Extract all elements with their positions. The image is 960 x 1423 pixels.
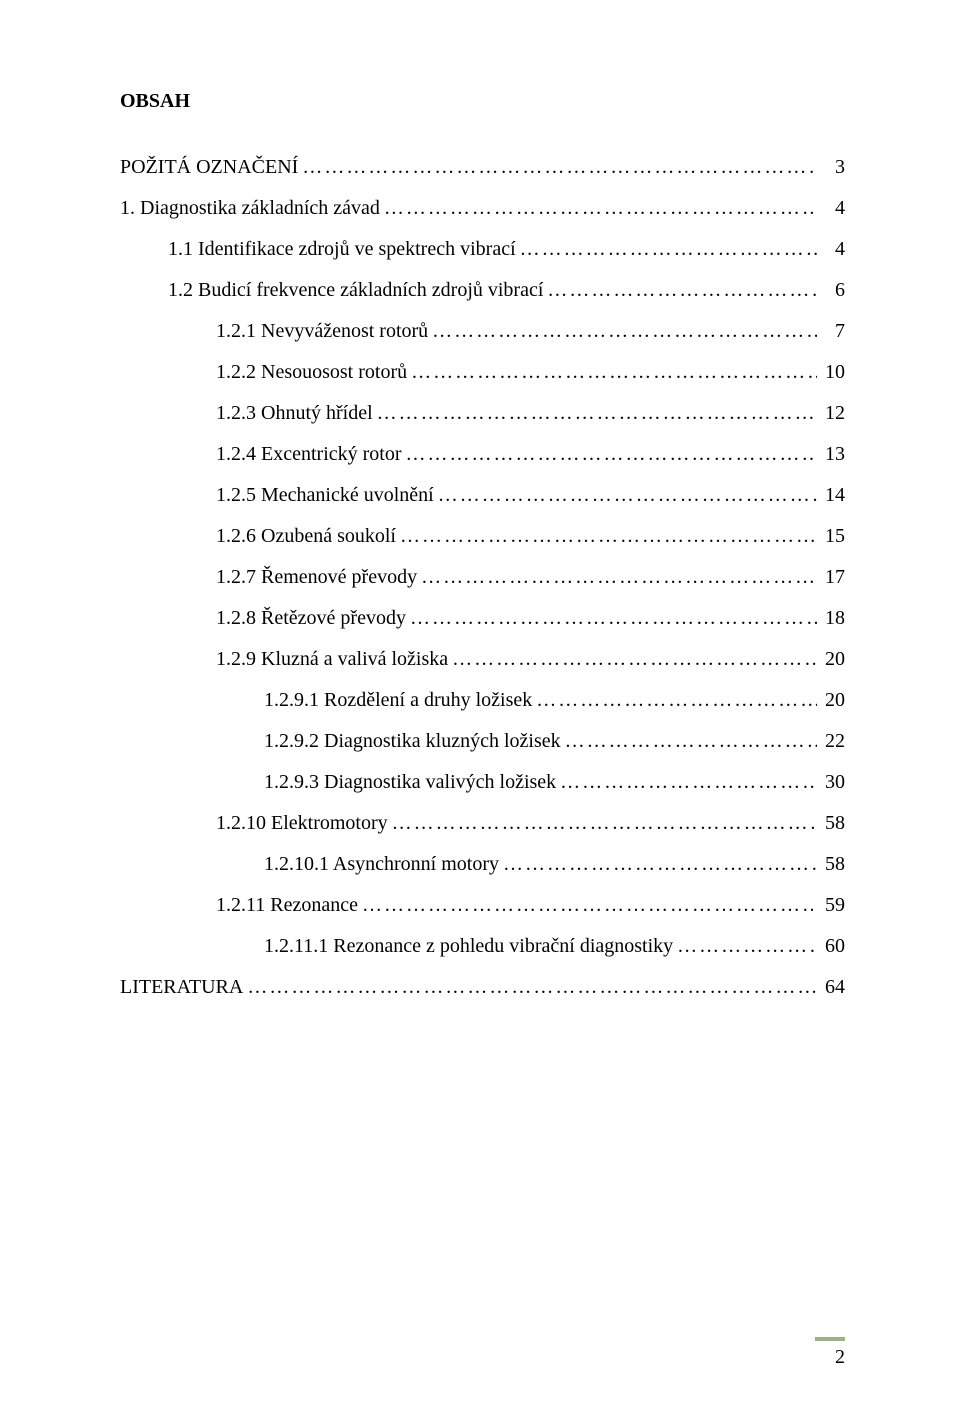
toc-page: 4: [817, 239, 845, 259]
toc-row: 1.2.4 Excentrický rotor………………………………………………: [120, 444, 845, 464]
toc-leader: ……………………………………………………………………………………………………………: [402, 444, 818, 464]
toc-leader: ……………………………………………………………………………………………………………: [561, 731, 817, 751]
toc-leader: ……………………………………………………………………………………………………………: [428, 321, 817, 341]
toc-page: 18: [817, 608, 845, 628]
toc-row: 1.2.5 Mechanické uvolnění…………………………………………: [120, 485, 845, 505]
toc-row: 1.2.9.2 Diagnostika kluzných ložisek……………: [120, 731, 845, 751]
toc-label: 1.2.7 Řemenové převody: [216, 567, 417, 587]
toc-page: 7: [817, 321, 845, 341]
toc-row: 1.2.11 Rezonance…………………………………………………………………: [120, 895, 845, 915]
toc-leader: ……………………………………………………………………………………………………………: [373, 403, 817, 423]
toc-row: 1.2.9 Kluzná a valivá ložiska………………………………: [120, 649, 845, 669]
page-number: 2: [835, 1346, 845, 1369]
toc-row: 1.2.10.1 Asynchronní motory……………………………………: [120, 854, 845, 874]
toc-label: LITERATURA: [120, 977, 243, 997]
toc-label: 1.2.11.1 Rezonance z pohledu vibrační di…: [264, 936, 673, 956]
toc-label: 1.1 Identifikace zdrojů ve spektrech vib…: [168, 239, 516, 259]
toc-page: 6: [817, 280, 845, 300]
toc-page: 64: [817, 977, 845, 997]
toc-page: 10: [817, 362, 845, 382]
toc-row: 1.2.10 Elektromotory………………………………………………………: [120, 813, 845, 833]
toc-label: 1.2.6 Ozubená soukolí: [216, 526, 396, 546]
toc-leader: ……………………………………………………………………………………………………………: [448, 649, 817, 669]
toc-label: 1.2.4 Excentrický rotor: [216, 444, 402, 464]
toc-row: 1.2.7 Řemenové převody…………………………………………………: [120, 567, 845, 587]
page-number-rule: [815, 1337, 845, 1341]
toc-page: 58: [817, 813, 845, 833]
toc-label: 1.2 Budicí frekvence základních zdrojů v…: [168, 280, 543, 300]
toc-leader: ……………………………………………………………………………………………………………: [532, 690, 817, 710]
toc-label: 1.2.11 Rezonance: [216, 895, 358, 915]
toc-row: 1.2.11.1 Rezonance z pohledu vibrační di…: [120, 936, 845, 956]
toc-row: 1.2 Budicí frekvence základních zdrojů v…: [120, 280, 845, 300]
toc-page: 58: [817, 854, 845, 874]
toc-leader: ……………………………………………………………………………………………………………: [358, 895, 817, 915]
toc-page: 3: [817, 157, 845, 177]
toc-label: 1.2.9.2 Diagnostika kluzných ložisek: [264, 731, 561, 751]
toc-leader: ……………………………………………………………………………………………………………: [673, 936, 817, 956]
toc-page: 4: [817, 198, 845, 218]
toc-page: 17: [817, 567, 845, 587]
toc-page: 30: [817, 772, 845, 792]
toc-row: 1.1 Identifikace zdrojů ve spektrech vib…: [120, 239, 845, 259]
toc-page: 22: [817, 731, 845, 751]
toc-page: 20: [817, 649, 845, 669]
toc-label: 1.2.9.3 Diagnostika valivých ložisek: [264, 772, 556, 792]
toc-label: 1.2.10.1 Asynchronní motory: [264, 854, 499, 874]
toc-label: 1. Diagnostika základních závad: [120, 198, 380, 218]
toc-leader: ……………………………………………………………………………………………………………: [243, 977, 817, 997]
table-of-contents: POŽITÁ OZNAČENÍ……………………………………………………………………: [120, 157, 845, 997]
toc-label: 1.2.9 Kluzná a valivá ložiska: [216, 649, 448, 669]
toc-leader: ……………………………………………………………………………………………………………: [380, 198, 817, 218]
toc-page: 14: [817, 485, 845, 505]
toc-leader: ……………………………………………………………………………………………………………: [407, 362, 817, 382]
toc-row: 1.2.3 Ohnutý hřídel…………………………………………………………: [120, 403, 845, 423]
toc-label: 1.2.10 Elektromotory: [216, 813, 388, 833]
toc-page: 13: [817, 444, 845, 464]
toc-label: 1.2.9.1 Rozdělení a druhy ložisek: [264, 690, 532, 710]
toc-row: 1. Diagnostika základních závad…………………………: [120, 198, 845, 218]
toc-leader: ……………………………………………………………………………………………………………: [396, 526, 817, 546]
toc-page: 15: [817, 526, 845, 546]
toc-row: LITERATURA…………………………………………………………………………………: [120, 977, 845, 997]
toc-label: 1.2.1 Nevyváženost rotorů: [216, 321, 428, 341]
toc-leader: ……………………………………………………………………………………………………………: [434, 485, 817, 505]
toc-leader: ……………………………………………………………………………………………………………: [516, 239, 817, 259]
toc-row: 1.2.9.3 Diagnostika valivých ložisek……………: [120, 772, 845, 792]
toc-label: 1.2.2 Nesouosost rotorů: [216, 362, 407, 382]
toc-label: 1.2.5 Mechanické uvolnění: [216, 485, 434, 505]
toc-row: 1.2.1 Nevyváženost rotorů…………………………………………: [120, 321, 845, 341]
toc-page: 12: [817, 403, 845, 423]
toc-row: 1.2.8 Řetězové převody…………………………………………………: [120, 608, 845, 628]
toc-label: POŽITÁ OZNAČENÍ: [120, 157, 298, 177]
toc-label: 1.2.3 Ohnutý hřídel: [216, 403, 373, 423]
toc-leader: ……………………………………………………………………………………………………………: [499, 854, 817, 874]
toc-row: 1.2.2 Nesouosost rotorů………………………………………………: [120, 362, 845, 382]
toc-leader: ……………………………………………………………………………………………………………: [543, 280, 817, 300]
document-page: OBSAH POŽITÁ OZNAČENÍ……………………………………………………: [0, 0, 960, 1423]
toc-leader: ……………………………………………………………………………………………………………: [388, 813, 817, 833]
toc-row: POŽITÁ OZNAČENÍ……………………………………………………………………: [120, 157, 845, 177]
toc-leader: ……………………………………………………………………………………………………………: [298, 157, 817, 177]
page-title: OBSAH: [120, 90, 845, 113]
toc-row: 1.2.9.1 Rozdělení a druhy ložisek……………………: [120, 690, 845, 710]
toc-leader: ……………………………………………………………………………………………………………: [406, 608, 817, 628]
toc-leader: ……………………………………………………………………………………………………………: [556, 772, 817, 792]
toc-page: 59: [817, 895, 845, 915]
toc-row: 1.2.6 Ozubená soukolí……………………………………………………: [120, 526, 845, 546]
toc-label: 1.2.8 Řetězové převody: [216, 608, 406, 628]
toc-leader: ……………………………………………………………………………………………………………: [417, 567, 817, 587]
toc-page: 20: [817, 690, 845, 710]
toc-page: 60: [817, 936, 845, 956]
